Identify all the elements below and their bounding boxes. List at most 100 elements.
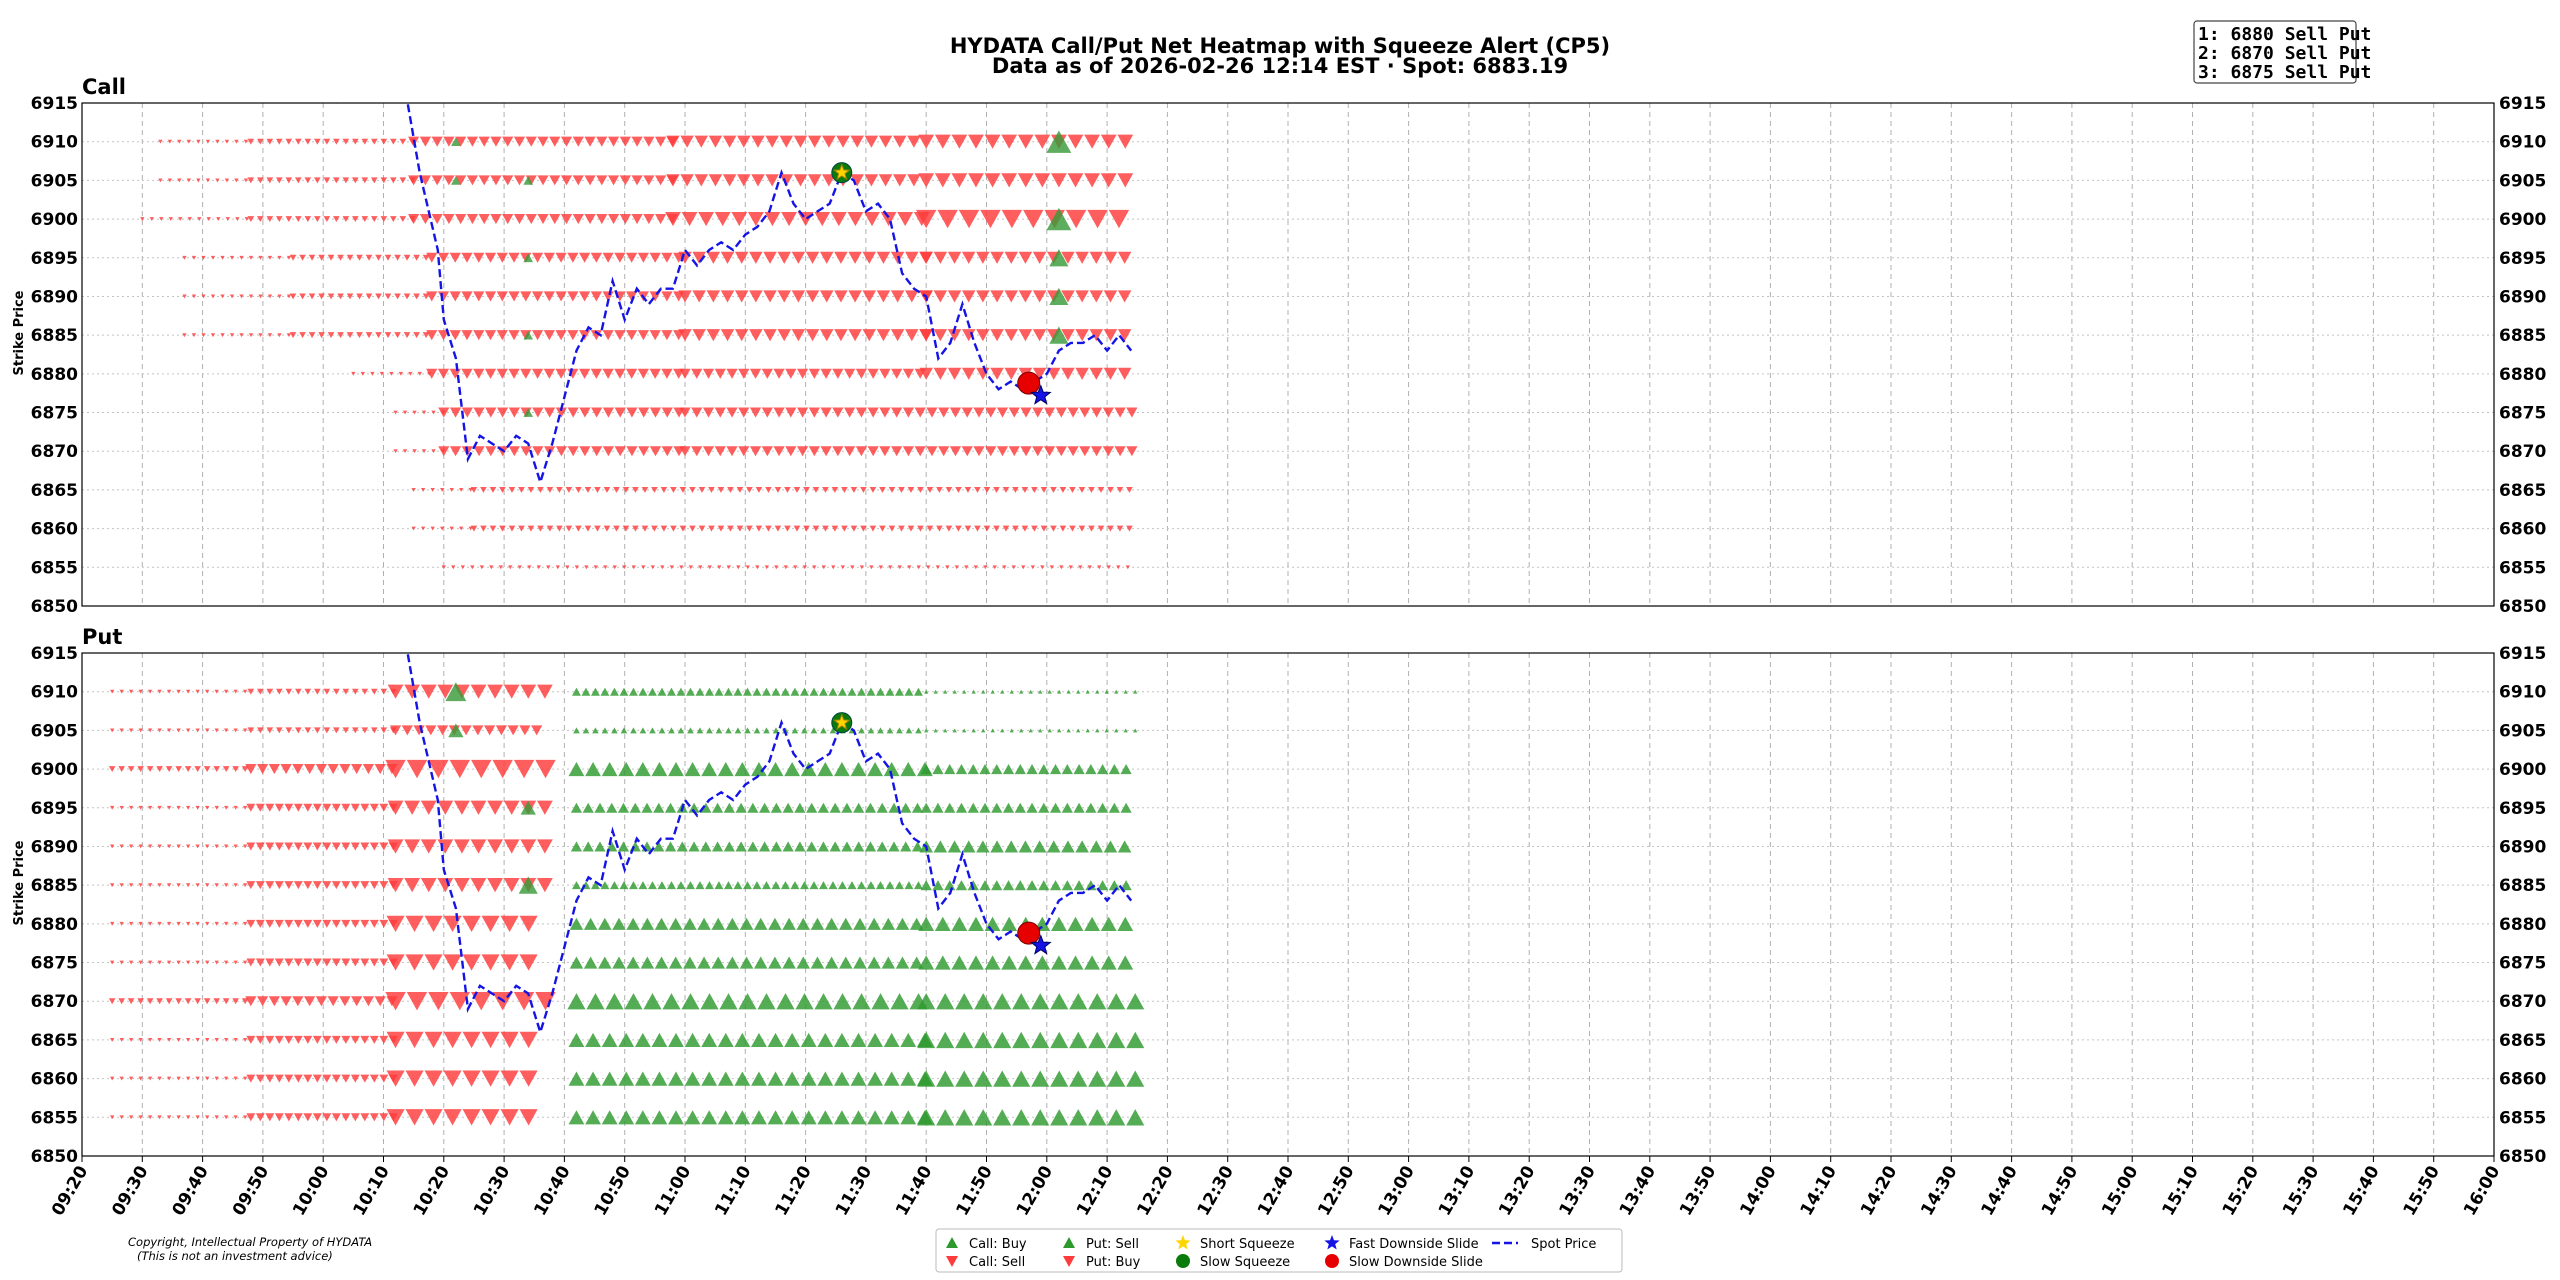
triangle-down-marker <box>184 766 192 773</box>
triangle-down-marker <box>314 688 321 695</box>
triangle-down-marker <box>736 486 744 493</box>
triangle-up-marker <box>885 687 895 696</box>
triangle-up-marker <box>617 802 630 813</box>
triangle-down-marker <box>993 486 1000 493</box>
legend-label: Put: Sell <box>1086 1237 1139 1252</box>
triangle-down-marker <box>274 919 284 928</box>
triangle-up-marker <box>586 993 605 1010</box>
triangle-down-marker <box>968 173 984 188</box>
triangle-down-marker <box>487 684 503 699</box>
triangle-up-marker <box>824 917 839 930</box>
triangle-down-marker <box>1032 407 1044 418</box>
triangle-down-marker <box>387 839 404 854</box>
triangle-up-marker <box>817 761 834 777</box>
triangle-down-marker <box>489 565 494 570</box>
triangle-up-marker <box>952 728 957 733</box>
triangle-up-marker <box>833 993 852 1010</box>
triangle-down-marker <box>284 919 294 928</box>
y-tick-label: 6910 <box>31 133 78 153</box>
star-icon <box>1324 1235 1340 1250</box>
triangle-down-marker <box>755 565 760 570</box>
triangle-down-marker <box>350 842 360 851</box>
triangle-down-marker <box>119 883 124 888</box>
triangle-up-marker <box>967 802 979 813</box>
triangle-down-marker <box>176 728 181 733</box>
triangle-down-marker <box>255 803 265 812</box>
triangle-up-marker <box>658 727 666 734</box>
triangle-down-marker <box>513 214 526 225</box>
triangle-up-marker <box>734 1110 751 1125</box>
triangle-down-marker <box>1040 565 1045 570</box>
triangle-down-marker <box>384 293 392 300</box>
triangle-up-marker <box>759 802 771 813</box>
triangle-down-marker <box>224 805 229 810</box>
triangle-up-marker <box>1002 764 1015 775</box>
triangle-up-marker <box>900 802 912 813</box>
triangle-down-marker <box>331 881 341 890</box>
triangle-up-marker <box>790 881 800 890</box>
triangle-down-marker <box>503 684 520 699</box>
triangle-down-icon <box>946 1256 958 1267</box>
triangle-down-marker <box>891 368 903 379</box>
triangle-down-marker <box>186 1076 191 1081</box>
triangle-down-marker <box>594 525 601 532</box>
triangle-down-marker <box>596 136 608 147</box>
triangle-down-marker <box>531 291 544 302</box>
triangle-down-marker <box>110 728 115 733</box>
triangle-down-marker <box>1117 134 1134 149</box>
triangle-down-marker <box>419 175 432 186</box>
triangle-up-marker <box>747 841 759 852</box>
triangle-up-marker <box>866 687 876 696</box>
triangle-down-marker <box>449 487 454 492</box>
triangle-down-marker <box>265 1035 275 1044</box>
triangle-down-marker <box>749 446 762 457</box>
triangle-down-marker <box>661 291 673 302</box>
triangle-down-marker <box>422 332 430 339</box>
triangle-down-marker <box>902 407 915 418</box>
triangle-up-marker <box>796 956 811 969</box>
triangle-up-marker <box>951 955 968 970</box>
triangle-up-marker <box>850 1071 867 1086</box>
triangle-down-marker <box>1032 367 1047 380</box>
triangle-down-marker <box>323 688 331 695</box>
triangle-up-marker <box>600 687 610 696</box>
triangle-down-marker <box>248 255 254 260</box>
triangle-down-marker <box>734 251 749 264</box>
triangle-down-marker <box>803 525 810 532</box>
y-axis-label-call: Strike Price <box>12 290 27 375</box>
triangle-down-marker <box>205 805 210 810</box>
triangle-down-marker <box>138 1037 143 1042</box>
triangle-down-marker <box>451 565 456 570</box>
panel-title-call: Call <box>82 75 126 99</box>
triangle-down-marker <box>936 486 943 493</box>
triangle-down-marker <box>481 915 500 932</box>
triangle-down-marker <box>508 525 516 532</box>
triangle-down-marker <box>706 251 721 264</box>
y-tick-label: 6895 <box>31 249 78 269</box>
triangle-down-marker <box>749 368 762 379</box>
triangle-down-marker <box>419 136 432 147</box>
triangle-up-marker <box>714 881 724 890</box>
triangle-down-marker <box>285 688 293 695</box>
triangle-down-marker <box>350 803 360 812</box>
triangle-down-marker <box>556 486 563 493</box>
triangle-down-marker <box>245 764 257 775</box>
triangle-down-marker <box>337 293 344 300</box>
triangle-down-marker <box>822 174 836 187</box>
triangle-down-marker <box>386 954 405 971</box>
triangle-down-marker <box>622 565 627 570</box>
triangle-up-marker <box>585 1071 601 1086</box>
triangle-down-marker <box>985 446 997 457</box>
y-tick-label-right: 6910 <box>2499 133 2546 153</box>
triangle-down-marker <box>613 486 620 493</box>
triangle-down-marker <box>390 177 397 184</box>
triangle-up-marker <box>676 881 686 890</box>
triangle-down-marker <box>1001 134 1018 149</box>
triangle-up-marker <box>594 802 606 813</box>
triangle-down-marker <box>1031 525 1038 532</box>
triangle-down-marker <box>726 407 738 418</box>
triangle-down-marker <box>404 878 421 893</box>
triangle-down-marker <box>175 766 182 773</box>
triangle-down-marker <box>360 371 365 376</box>
triangle-down-marker <box>201 294 206 299</box>
